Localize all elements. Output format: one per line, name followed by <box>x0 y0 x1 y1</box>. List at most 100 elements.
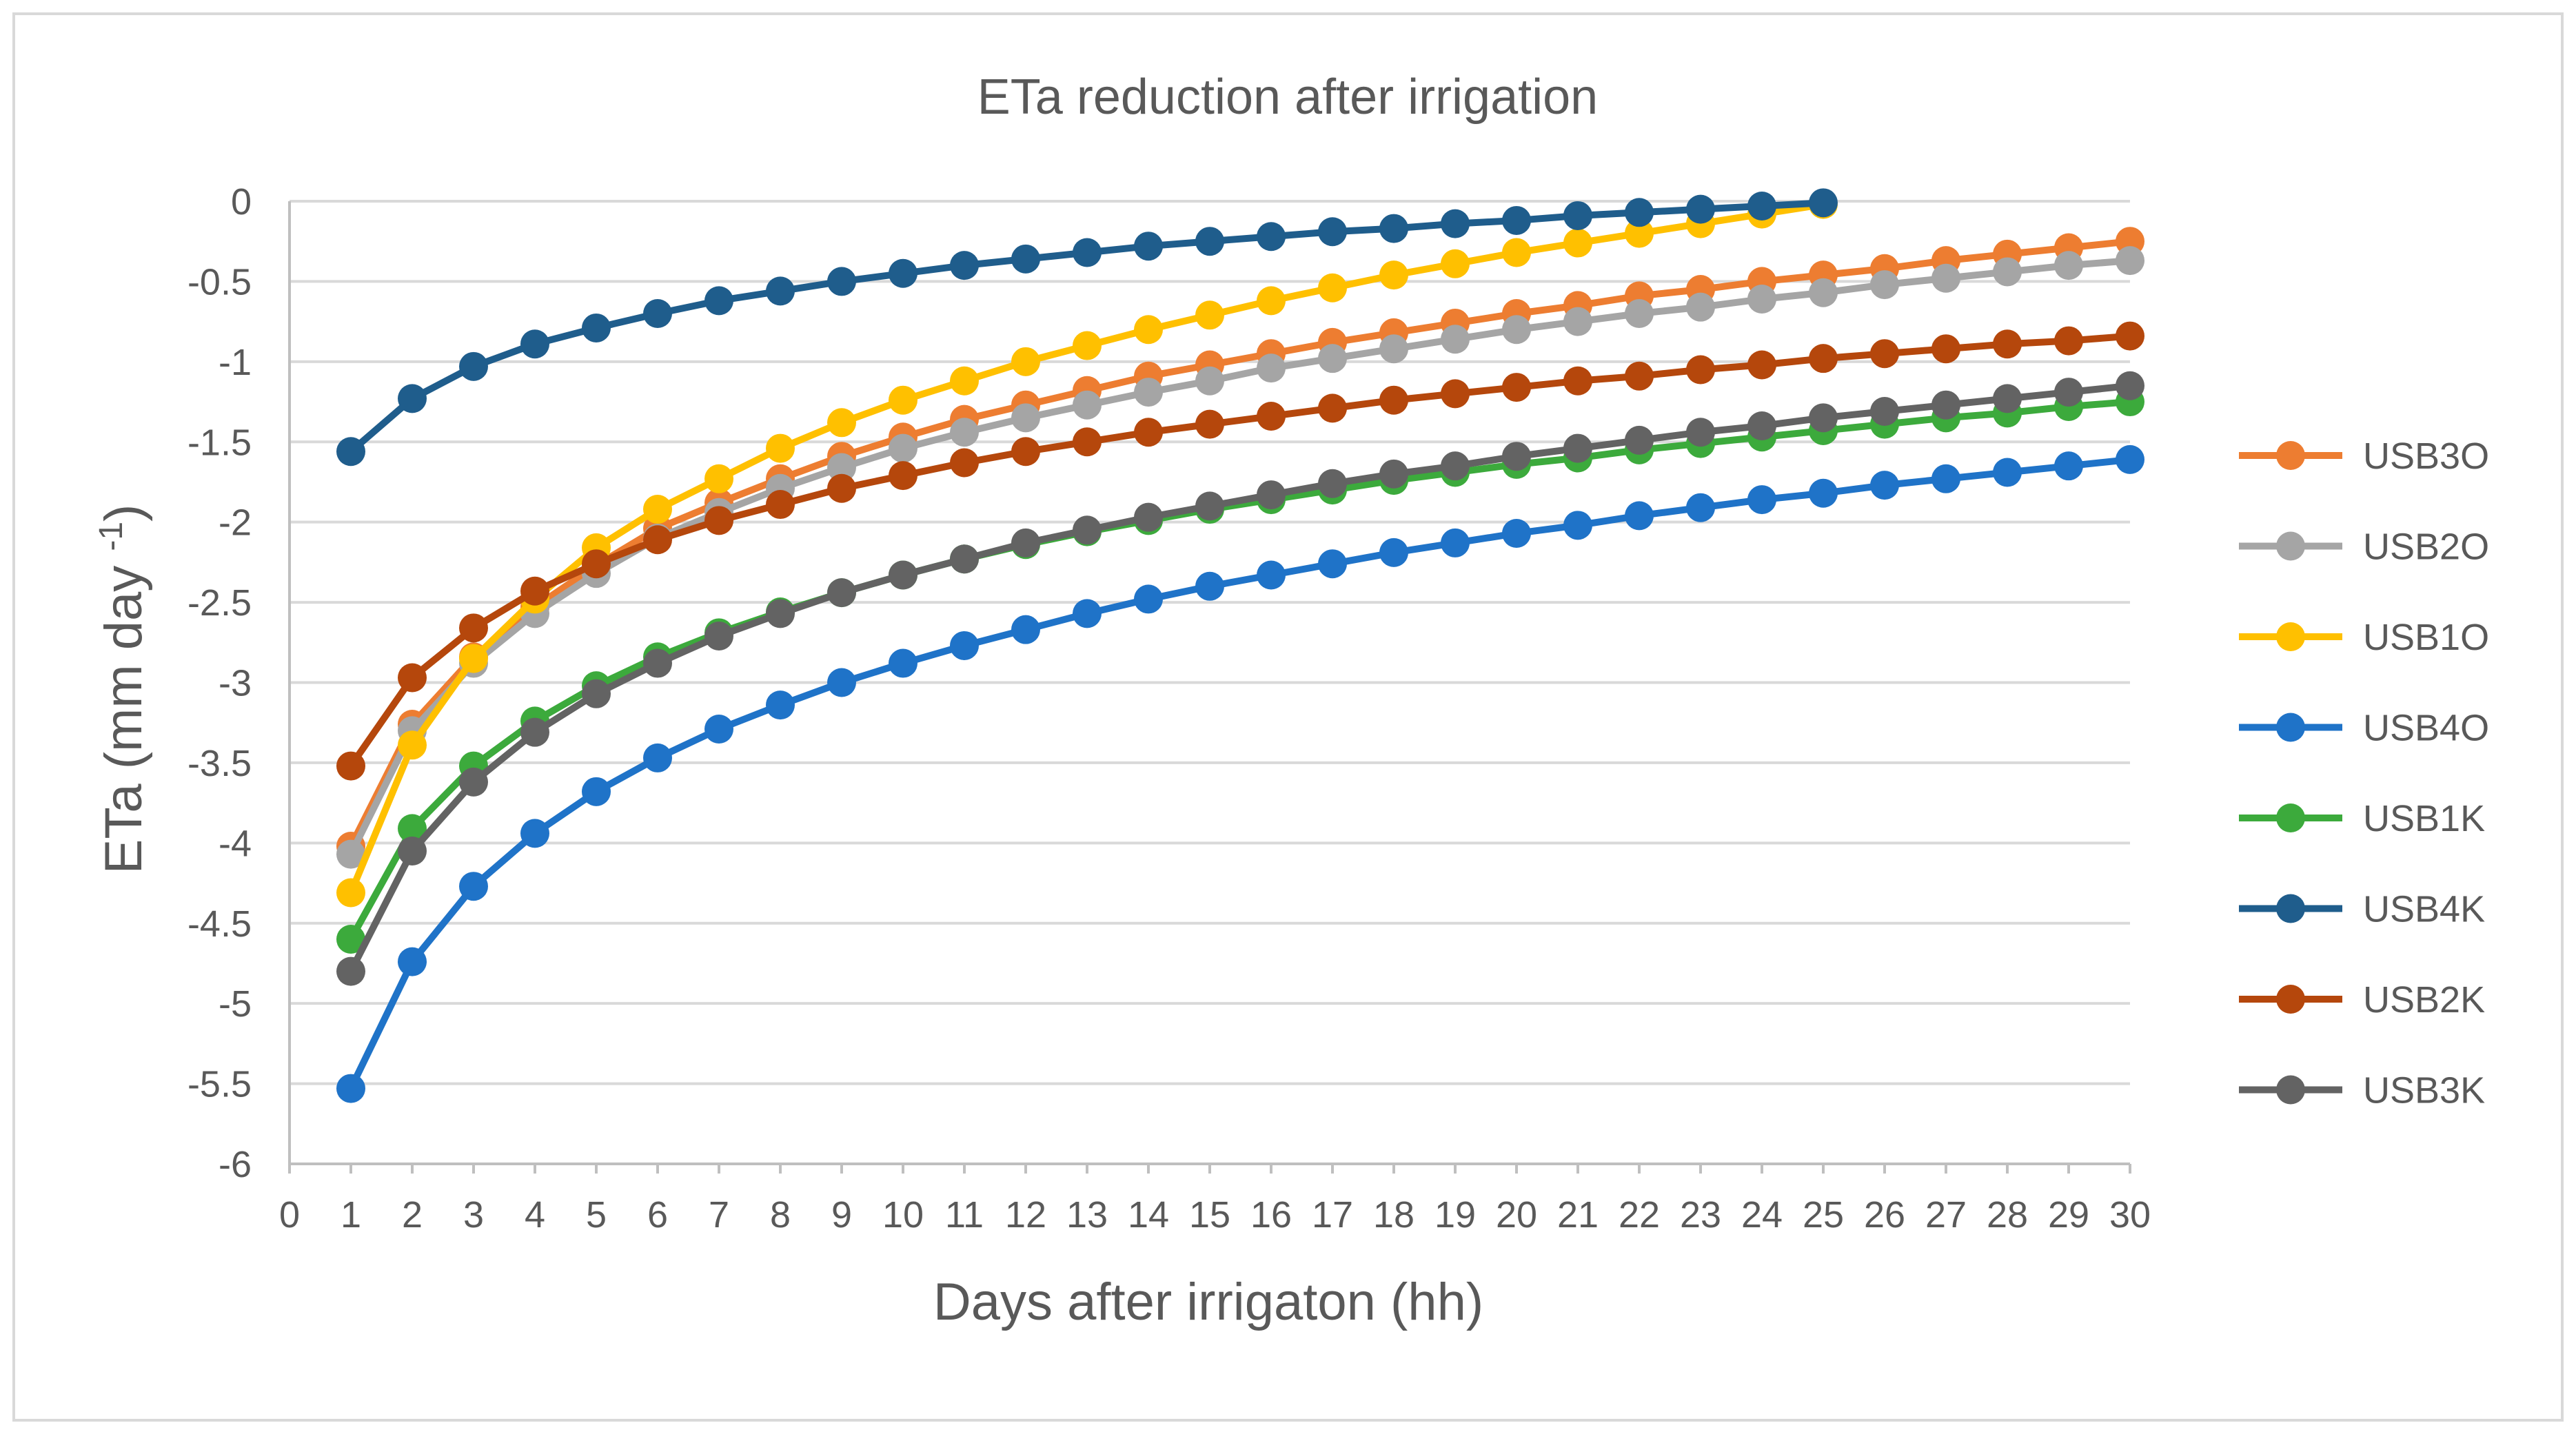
chart-title: ETa reduction after irrigation <box>977 70 1598 125</box>
data-point <box>1379 537 1408 567</box>
data-point <box>1686 493 1715 522</box>
legend-item-usb4k: USB4K <box>2239 889 2485 930</box>
x-tick-label: 23 <box>1680 1194 1721 1236</box>
legend-item-usb1o: USB1O <box>2239 617 2489 658</box>
y-axis-title: ETa (mm day -1) <box>93 504 153 874</box>
data-point <box>2116 371 2144 400</box>
x-tick-label: 14 <box>1128 1194 1169 1236</box>
data-point <box>336 878 365 908</box>
data-point <box>1502 518 1531 548</box>
data-point <box>1870 339 1899 369</box>
data-point <box>459 351 488 381</box>
data-point <box>704 464 733 493</box>
data-point <box>1993 458 2022 487</box>
x-tick-label: 2 <box>402 1194 423 1236</box>
legend-label: USB4K <box>2363 889 2485 930</box>
data-point <box>1747 485 1776 515</box>
legend-label: USB3O <box>2363 436 2489 477</box>
y-axis-title-superscript: -1 <box>93 522 130 551</box>
series-usb2k <box>336 321 2144 781</box>
y-tick-label: -4.5 <box>187 903 252 945</box>
series-usb4o <box>336 444 2144 1103</box>
data-point <box>1073 331 1102 360</box>
axes: 0-0.5-1-1.5-2-2.5-3-3.5-4-4.5-5-5.5-60 1 2… <box>187 181 2151 1236</box>
data-point <box>1134 584 1163 614</box>
x-tick-label: 29 <box>2048 1194 2089 1236</box>
legend-label: USB1O <box>2363 617 2489 658</box>
data-point <box>950 418 979 447</box>
legend-item-usb3o: USB3O <box>2239 436 2489 477</box>
data-point <box>1931 263 1960 293</box>
data-point <box>1195 227 1224 256</box>
data-point <box>398 814 427 843</box>
data-point <box>520 819 549 848</box>
x-tick-label: 27 <box>1925 1194 1967 1236</box>
y-tick-label: -3 <box>219 663 252 704</box>
data-point <box>336 956 365 986</box>
legend-label: USB2O <box>2363 526 2489 568</box>
x-tick-label: 13 <box>1066 1194 1108 1236</box>
y-tick-label: -0.5 <box>187 261 252 303</box>
data-point <box>1257 354 1286 383</box>
data-point <box>1011 437 1040 467</box>
data-point <box>704 621 733 651</box>
legend-item-usb4o: USB4O <box>2239 708 2489 749</box>
data-point <box>1257 560 1286 590</box>
data-point <box>950 544 979 574</box>
y-tick-label: -2.5 <box>187 582 252 624</box>
data-point <box>827 668 856 697</box>
data-point <box>1134 315 1163 345</box>
data-point <box>643 648 672 678</box>
data-point <box>1747 191 1776 221</box>
legend-label: USB1K <box>2363 798 2485 839</box>
data-point <box>889 385 917 415</box>
data-point <box>950 631 979 660</box>
data-point <box>1686 418 1715 447</box>
x-tick-label: 18 <box>1373 1194 1414 1236</box>
data-point <box>1318 344 1347 373</box>
data-point <box>1625 198 1654 227</box>
x-tick-label: 30 <box>2109 1194 2151 1236</box>
data-point <box>2116 246 2144 276</box>
data-point <box>459 767 488 797</box>
data-point <box>1379 214 1408 243</box>
data-point <box>766 276 795 306</box>
legend-item-usb2o: USB2O <box>2239 526 2489 568</box>
data-point <box>1931 390 1960 420</box>
x-tick-label: 5 <box>586 1194 607 1236</box>
data-point <box>1563 307 1592 336</box>
data-point <box>398 730 427 760</box>
data-point <box>766 690 795 720</box>
data-point <box>766 490 795 520</box>
x-tick-label: 1 <box>341 1194 361 1236</box>
data-point <box>889 433 917 463</box>
data-point <box>1195 409 1224 439</box>
x-tick-label: 10 <box>882 1194 924 1236</box>
data-point <box>1379 260 1408 290</box>
y-tick-label: -4 <box>219 823 252 864</box>
series-usb4k <box>336 188 1838 467</box>
data-point <box>398 663 427 693</box>
data-point <box>1563 228 1592 258</box>
series-group <box>336 188 2144 1103</box>
x-tick-label: 20 <box>1496 1194 1537 1236</box>
data-point <box>1441 379 1470 409</box>
data-point <box>1625 218 1654 248</box>
x-tick-label: 12 <box>1005 1194 1046 1236</box>
data-point <box>459 872 488 901</box>
data-point <box>1870 270 1899 300</box>
x-tick-label: 19 <box>1434 1194 1476 1236</box>
data-point <box>1318 393 1347 423</box>
data-point <box>889 560 917 590</box>
data-point <box>1502 238 1531 267</box>
data-point <box>1073 515 1102 545</box>
data-point <box>1993 257 2022 287</box>
data-point <box>1257 480 1286 510</box>
data-point <box>1870 471 1899 500</box>
legend-label: USB2K <box>2363 979 2485 1021</box>
data-point <box>1257 222 1286 252</box>
data-point <box>704 286 733 316</box>
data-point <box>704 715 733 744</box>
data-point <box>398 384 427 413</box>
